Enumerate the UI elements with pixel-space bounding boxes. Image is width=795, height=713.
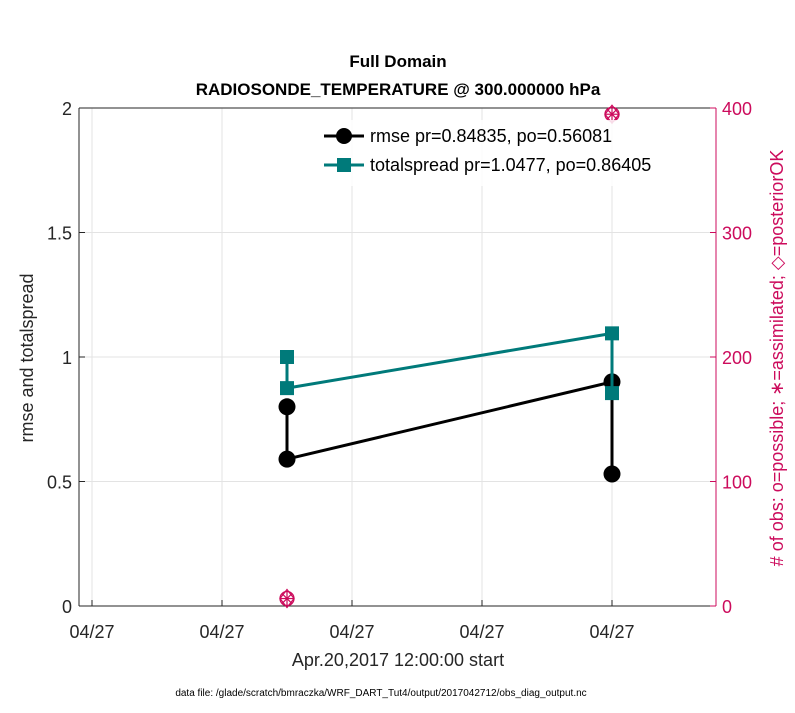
rmse-point <box>278 398 296 416</box>
x-tick-label: 04/27 <box>199 622 244 642</box>
left-axis-ticks: 0 0.5 1 1.5 2 <box>47 99 85 617</box>
legend: rmse pr=0.84835, po=0.56081 totalspread … <box>316 120 706 186</box>
obs-count-marker <box>279 588 295 609</box>
y-axis-label: rmse and totalspread <box>17 273 37 442</box>
legend-spread-marker <box>337 158 351 172</box>
legend-box <box>316 120 706 186</box>
obs-count-layer <box>279 104 620 609</box>
x-axis-label: Apr.20,2017 12:00:00 start <box>292 650 504 670</box>
y-tick-label: 2 <box>62 99 72 119</box>
series-line-rmse <box>285 380 614 475</box>
series-layer <box>278 326 621 483</box>
chart-subtitle: RADIOSONDE_TEMPERATURE @ 300.000000 hPa <box>196 80 601 99</box>
x-tick-label: 04/27 <box>589 622 634 642</box>
y-right-tick-label: 400 <box>722 99 752 119</box>
x-tick-label: 04/27 <box>69 622 114 642</box>
obs-count-marker <box>604 104 620 125</box>
totalspread-point <box>605 326 619 341</box>
totalspread-point <box>280 381 294 396</box>
y-tick-label: 0 <box>62 597 72 617</box>
legend-rmse-label: rmse pr=0.84835, po=0.56081 <box>370 126 612 146</box>
chart-title: Full Domain <box>349 52 446 71</box>
legend-spread-label: totalspread pr=1.0477, po=0.86405 <box>370 155 651 175</box>
y-right-tick-label: 200 <box>722 348 752 368</box>
y-tick-label: 0.5 <box>47 473 72 493</box>
y-tick-label: 1.5 <box>47 224 72 244</box>
data-file-footnote: data file: /glade/scratch/bmraczka/WRF_D… <box>175 688 586 699</box>
rmse-point <box>603 465 621 483</box>
x-tick-label: 04/27 <box>329 622 374 642</box>
y-tick-label: 1 <box>62 348 72 368</box>
x-tick-label: 04/27 <box>459 622 504 642</box>
y-axis-right-label: # of obs: o=possible; ∗=assimilated; ◇=p… <box>767 150 787 567</box>
y-right-tick-label: 100 <box>722 473 752 493</box>
rmse-point <box>278 450 296 468</box>
right-axis-ticks: 0 100 200 300 400 <box>710 99 752 617</box>
series-line-totalspread <box>285 331 614 394</box>
y-right-tick-label: 0 <box>722 597 732 617</box>
y-right-tick-label: 300 <box>722 224 752 244</box>
totalspread-point <box>605 386 619 401</box>
totalspread-point <box>280 350 294 364</box>
x-axis-ticks: 04/27 04/27 04/27 04/27 04/27 <box>69 600 635 642</box>
legend-rmse-marker <box>336 128 352 144</box>
